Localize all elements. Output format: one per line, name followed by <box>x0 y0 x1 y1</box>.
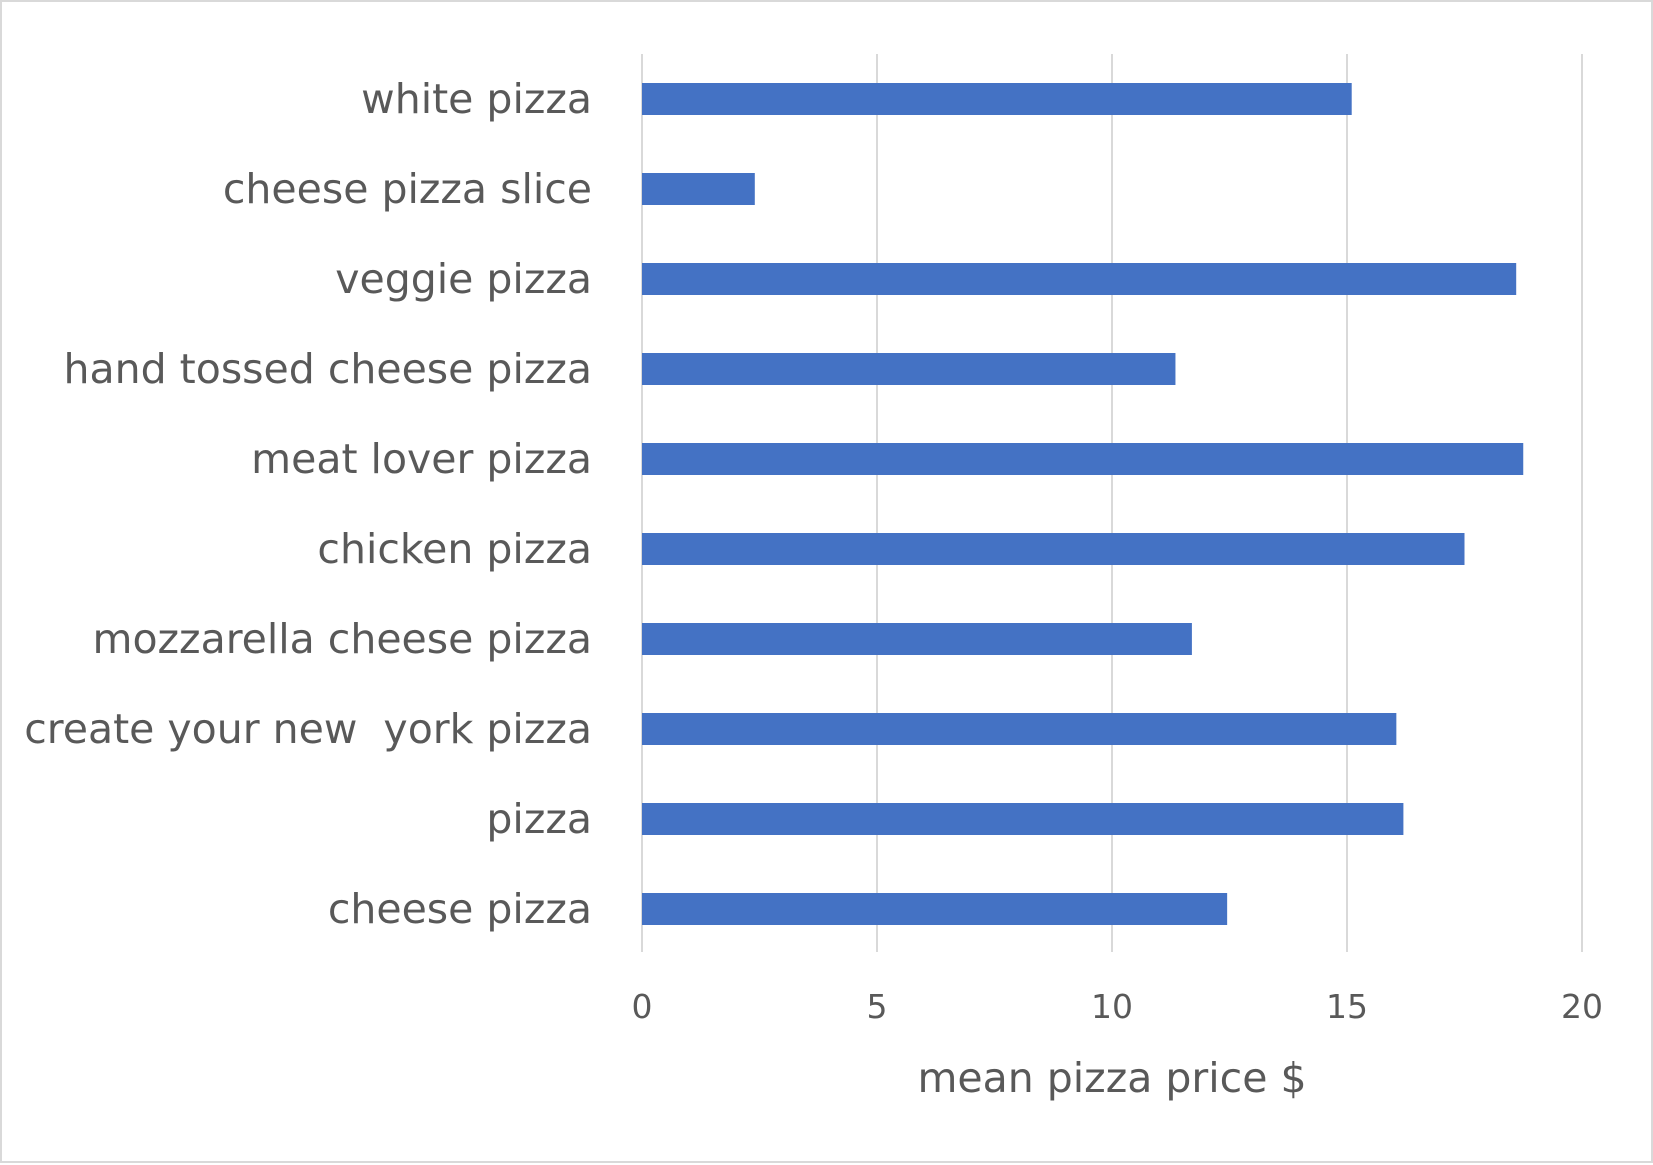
category-label-8: create your new york pizza <box>24 705 592 753</box>
bars <box>642 83 1524 925</box>
bar-7 <box>642 623 1192 655</box>
category-label-5: meat lover pizza <box>251 435 592 483</box>
bar-9 <box>642 803 1404 835</box>
gridlines <box>641 54 1583 952</box>
x-tick-labels: 0 5 10 15 20 <box>632 987 1604 1026</box>
x-tick-label-15: 15 <box>1326 987 1368 1026</box>
category-label-4: hand tossed cheese pizza <box>64 345 593 393</box>
bar-4 <box>642 353 1176 385</box>
category-label-10: cheese pizza <box>328 885 592 933</box>
bar-10 <box>642 893 1228 925</box>
category-label-2: cheese pizza slice <box>223 165 592 213</box>
x-tick-label-20: 20 <box>1561 987 1603 1026</box>
x-tick-label-10: 10 <box>1091 987 1133 1026</box>
x-axis-title: mean pizza price $ <box>917 1054 1306 1102</box>
category-label-7: mozzarella cheese pizza <box>93 615 593 663</box>
x-tick-label-0: 0 <box>632 987 653 1026</box>
category-labels: white pizza cheese pizza slice veggie pizz… <box>24 75 592 933</box>
category-label-9: pizza <box>486 795 592 843</box>
bar-3 <box>642 263 1517 295</box>
category-label-6: chicken pizza <box>317 525 592 573</box>
category-label-3: veggie pizza <box>335 255 592 303</box>
bar-2 <box>642 173 755 205</box>
bar-1 <box>642 83 1352 115</box>
bar-8 <box>642 713 1397 745</box>
category-label-1: white pizza <box>361 75 592 123</box>
x-tick-label-5: 5 <box>867 987 888 1026</box>
bar-6 <box>642 533 1465 565</box>
bar-5 <box>642 443 1524 475</box>
